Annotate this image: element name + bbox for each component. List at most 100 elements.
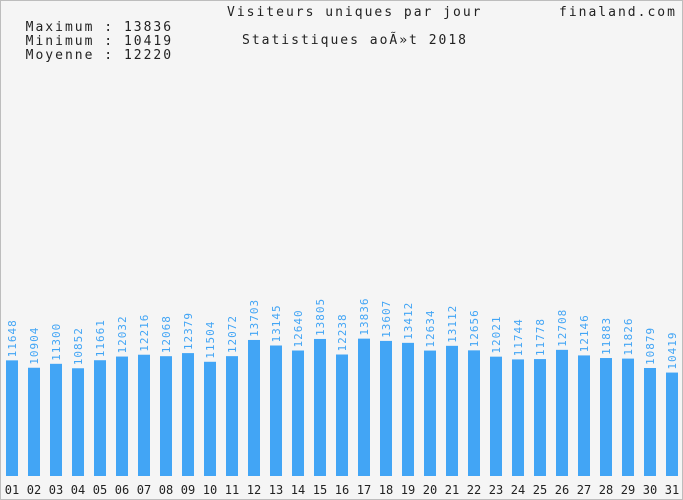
data-label-15: 13805	[314, 298, 327, 336]
bar-12	[248, 339, 260, 476]
bar-19	[402, 342, 414, 476]
bar-31	[666, 372, 678, 476]
x-tick-label-04: 04	[71, 483, 85, 497]
chart-title: Visiteurs uniques par jour	[227, 5, 483, 20]
x-tick-label-25: 25	[533, 483, 547, 497]
x-tick-label-03: 03	[49, 483, 63, 497]
bar-20	[424, 350, 436, 476]
stat-average-value: 12220	[123, 48, 174, 63]
bar-07	[138, 354, 150, 476]
bar-13	[270, 345, 282, 476]
bar-23	[490, 356, 502, 476]
data-label-17: 13836	[358, 298, 371, 336]
bar-05	[94, 360, 106, 476]
data-label-06: 12032	[116, 315, 129, 353]
data-label-09: 12379	[182, 312, 195, 350]
bar-15	[314, 338, 326, 476]
bar-28	[600, 358, 612, 476]
x-tick-label-10: 10	[203, 483, 217, 497]
bar-01	[6, 360, 18, 476]
bar-10	[204, 361, 216, 476]
x-tick-label-08: 08	[159, 483, 173, 497]
data-label-26: 12708	[556, 309, 569, 347]
x-tick-label-14: 14	[291, 483, 305, 497]
data-label-05: 11661	[94, 319, 107, 357]
bar-06	[116, 356, 128, 476]
data-label-08: 12068	[160, 315, 173, 353]
bar-26	[556, 349, 568, 476]
bar-25	[534, 359, 546, 476]
x-tick-label-01: 01	[5, 483, 19, 497]
x-tick-label-07: 07	[137, 483, 151, 497]
bar-22	[468, 350, 480, 476]
data-label-31: 10419	[666, 331, 679, 369]
x-tick-label-02: 02	[27, 483, 41, 497]
x-tick-label-30: 30	[643, 483, 657, 497]
stat-maximum-value: 13836	[123, 20, 174, 35]
x-tick-label-23: 23	[489, 483, 503, 497]
x-tick-label-12: 12	[247, 483, 261, 497]
x-tick-label-28: 28	[599, 483, 613, 497]
x-tick-label-29: 29	[621, 483, 635, 497]
data-label-23: 12021	[490, 316, 503, 354]
data-label-27: 12146	[578, 314, 591, 352]
data-label-14: 12640	[292, 309, 305, 347]
x-tick-label-31: 31	[665, 483, 679, 497]
data-label-12: 13703	[248, 299, 261, 337]
x-tick-label-21: 21	[445, 483, 459, 497]
bar-03	[50, 363, 62, 476]
x-tick-label-18: 18	[379, 483, 393, 497]
data-label-21: 13112	[446, 305, 459, 343]
stat-maximum: Maximum : 13836	[25, 20, 174, 35]
data-label-18: 13607	[380, 300, 393, 338]
bar-17	[358, 338, 370, 476]
data-label-01: 11648	[6, 319, 19, 357]
stat-average-label: Moyenne	[25, 48, 95, 63]
data-label-24: 11744	[512, 318, 525, 356]
data-label-04: 10852	[72, 327, 85, 365]
bar-04	[72, 368, 84, 476]
x-tick-label-22: 22	[467, 483, 481, 497]
data-label-28: 11883	[600, 317, 613, 355]
bar-14	[292, 350, 304, 476]
bar-08	[160, 356, 172, 476]
x-tick-label-15: 15	[313, 483, 327, 497]
x-tick-label-05: 05	[93, 483, 107, 497]
data-label-25: 11778	[534, 318, 547, 356]
data-label-30: 10879	[644, 327, 657, 365]
bar-02	[28, 367, 40, 476]
stat-minimum: Minimum : 10419	[25, 34, 174, 49]
data-label-02: 10904	[28, 327, 41, 365]
data-label-13: 13145	[270, 304, 283, 342]
data-label-22: 12656	[468, 309, 481, 347]
x-tick-label-11: 11	[225, 483, 239, 497]
x-tick-label-27: 27	[577, 483, 591, 497]
bar-09	[182, 353, 194, 476]
bar-30	[644, 367, 656, 476]
x-tick-label-13: 13	[269, 483, 283, 497]
x-tick-label-26: 26	[555, 483, 569, 497]
bar-27	[578, 355, 590, 476]
chart-subtitle: Statistiques aoÃ»t 2018	[242, 33, 469, 48]
x-tick-label-24: 24	[511, 483, 525, 497]
stat-maximum-label: Maximum	[25, 20, 95, 35]
bar-29	[622, 358, 634, 476]
x-tick-label-16: 16	[335, 483, 349, 497]
bar-21	[446, 345, 458, 476]
data-label-16: 12238	[336, 313, 349, 351]
data-label-10: 11504	[204, 321, 217, 359]
data-label-11: 12072	[226, 315, 239, 353]
x-tick-label-20: 20	[423, 483, 437, 497]
stat-average: Moyenne : 12220	[25, 48, 174, 63]
bar-11	[226, 356, 238, 476]
stat-minimum-label: Minimum	[25, 34, 95, 49]
data-label-07: 12216	[138, 314, 151, 352]
stat-minimum-value: 10419	[123, 34, 174, 49]
bar-24	[512, 359, 524, 476]
data-label-03: 11300	[50, 323, 63, 361]
x-tick-label-06: 06	[115, 483, 129, 497]
x-tick-label-17: 17	[357, 483, 371, 497]
data-label-29: 11826	[622, 317, 635, 355]
x-tick-label-19: 19	[401, 483, 415, 497]
